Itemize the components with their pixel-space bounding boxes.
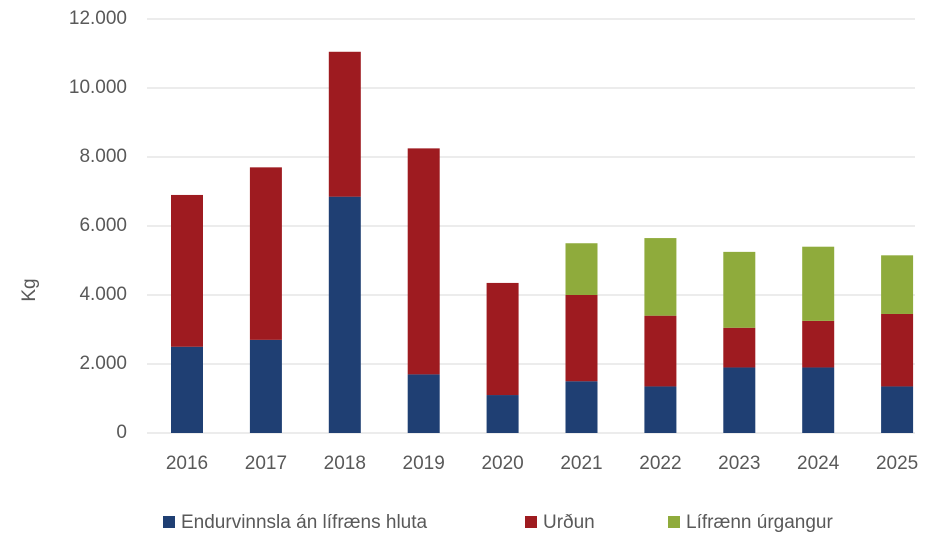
legend-label: Urðun (543, 512, 595, 533)
bar-segment (171, 346, 203, 433)
bar-segment (249, 167, 282, 340)
x-tick-label: 2021 (560, 453, 602, 474)
legend-label: Endurvinnsla án lífræns hluta (181, 512, 428, 533)
y-tick-label: 0 (116, 422, 127, 443)
bar-segment (565, 381, 598, 433)
y-tick-label: 12.000 (69, 8, 127, 29)
bar-segment (802, 320, 835, 368)
bar-segment (644, 315, 677, 387)
bar-segment (802, 367, 835, 433)
bar-segment (881, 255, 914, 314)
bar-segment (802, 246, 835, 321)
y-tick-label: 6.000 (79, 215, 127, 236)
y-tick-label: 4.000 (79, 284, 127, 305)
bar-segment (565, 295, 598, 382)
x-tick-label: 2022 (639, 453, 681, 474)
bar-segment (881, 313, 914, 387)
x-tick-label: 2020 (481, 453, 523, 474)
x-tick-label: 2016 (166, 453, 208, 474)
bar-segment (644, 238, 677, 316)
legend-swatch (668, 516, 680, 528)
bar-segment (407, 374, 440, 433)
x-tick-label: 2018 (324, 453, 366, 474)
y-tick-label: 2.000 (79, 353, 127, 374)
bar-segment (328, 51, 361, 197)
y-tick-label: 8.000 (79, 146, 127, 167)
bar-segment (407, 148, 440, 375)
x-tick-label: 2024 (797, 453, 840, 474)
bar-segment (723, 251, 756, 328)
legend-swatch (525, 516, 537, 528)
x-tick-label: 2019 (403, 453, 445, 474)
y-tick-label: 10.000 (69, 77, 127, 98)
bar-segment (328, 196, 361, 433)
bar-segment (565, 243, 598, 295)
x-tick-label: 2023 (718, 453, 760, 474)
bar-segment (171, 194, 203, 347)
bar-segment (486, 282, 519, 396)
x-tick-label: 2025 (876, 453, 918, 474)
x-tick-label: 2017 (245, 453, 287, 474)
bar-segment (723, 327, 756, 368)
bar-segment (249, 339, 282, 433)
y-axis-label: Kg (19, 278, 40, 301)
legend-swatch (163, 516, 175, 528)
bar-segment (881, 386, 914, 433)
legend-label: Lífrænn úrgangur (686, 512, 833, 533)
bar-segment (644, 386, 677, 433)
bar-segment (486, 395, 519, 433)
bar-segment (723, 367, 756, 433)
